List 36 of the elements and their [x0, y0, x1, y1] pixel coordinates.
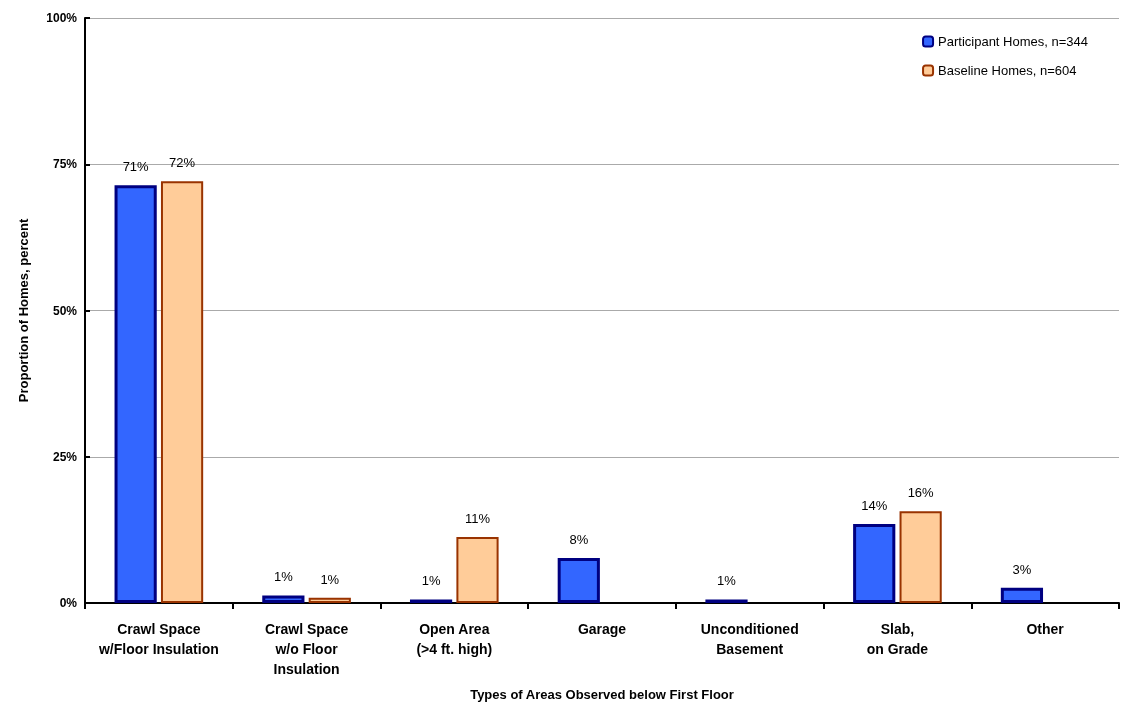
bar: [308, 597, 351, 603]
data-label: 16%: [907, 485, 935, 501]
data-label: 11%: [464, 510, 491, 526]
data-label: 14%: [861, 498, 888, 514]
y-tick-label: 0%: [59, 596, 78, 610]
data-label: 3%: [1012, 561, 1032, 577]
y-tick-label: 25%: [52, 449, 78, 464]
y-tick-label: 75%: [52, 157, 78, 172]
bar: [160, 181, 204, 603]
data-label: 1%: [320, 571, 340, 587]
x-tick-label: Crawl Space w/Floor Insulation: [97, 621, 219, 657]
bar: [899, 511, 942, 603]
legend-label: Baseline Homes, n=604: [938, 63, 1077, 78]
bar: [1000, 587, 1044, 603]
x-tick-label: Other: [1026, 621, 1065, 637]
y-axis-title: Proportion of Homes, percent: [16, 218, 31, 403]
data-label: 72%: [169, 155, 196, 171]
data-label: 71%: [122, 159, 150, 175]
y-tick-label: 50%: [52, 303, 78, 318]
x-tick-label: Unconditioned Basement: [700, 621, 799, 657]
data-label: 8%: [569, 531, 589, 547]
bar: [114, 185, 157, 603]
data-label: 1%: [717, 573, 737, 589]
x-tick-label: Open Area (>4 ft. high): [416, 621, 493, 657]
bar: [262, 595, 305, 603]
x-axis-title: Types of Areas Observed below First Floor: [470, 687, 734, 702]
legend-label: Participant Homes, n=344: [938, 34, 1089, 49]
data-label: 1%: [421, 573, 441, 589]
y-tick-label: 100%: [46, 11, 78, 25]
x-tick-label: Garage: [577, 621, 627, 637]
bar: [853, 524, 896, 603]
bar: [456, 536, 499, 603]
bar: [557, 557, 600, 603]
x-tick-label: Slab, on Grade: [866, 621, 929, 657]
x-tick-label: Crawl Space w/o Floor Insulation: [264, 621, 349, 677]
data-label: 1%: [273, 569, 294, 585]
